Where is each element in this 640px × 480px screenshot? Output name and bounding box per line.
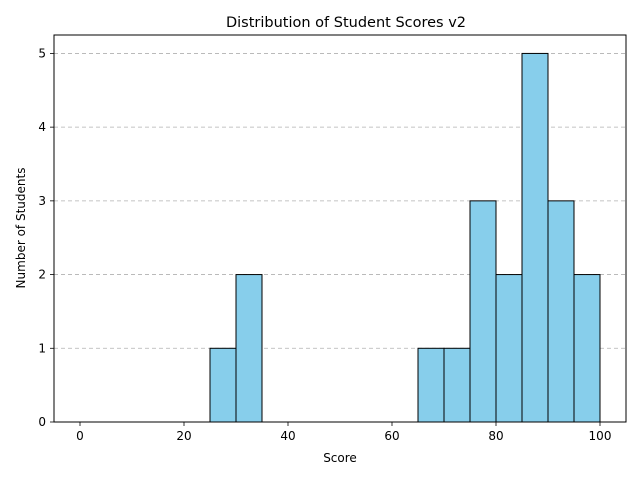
x-tick-label: 40 — [280, 429, 295, 443]
y-tick-label: 3 — [38, 194, 46, 208]
x-axis-label: Score — [323, 451, 357, 465]
histogram-bar — [417, 347, 445, 423]
histogram-bar — [209, 347, 237, 423]
y-tick-label: 1 — [38, 341, 46, 355]
histogram-bar — [469, 200, 497, 423]
chart-title: Distribution of Student Scores v2 — [226, 15, 466, 31]
y-tick-label: 5 — [38, 46, 46, 60]
plot-frame — [53, 34, 627, 423]
x-tick-label: 100 — [589, 429, 612, 443]
x-axis-ticks: 0 20 40 60 80 100 — [76, 422, 611, 443]
y-tick-label: 0 — [38, 415, 46, 429]
y-tick-label: 4 — [38, 120, 46, 134]
histogram-bar — [521, 52, 549, 423]
x-tick-label: 80 — [488, 429, 503, 443]
y-tick-label: 2 — [38, 268, 46, 282]
histogram-bar — [443, 347, 471, 423]
y-axis-ticks: 0 1 2 3 4 5 — [38, 46, 54, 429]
histogram-bar — [495, 274, 523, 423]
x-tick-label: 0 — [76, 429, 84, 443]
histogram-bar — [547, 200, 575, 423]
y-axis-label: Number of Students — [14, 168, 28, 289]
histogram-bar — [573, 274, 601, 423]
histogram-bar — [235, 274, 263, 423]
histogram-bars — [80, 52, 601, 423]
x-tick-label: 60 — [384, 429, 399, 443]
x-tick-label: 20 — [176, 429, 191, 443]
